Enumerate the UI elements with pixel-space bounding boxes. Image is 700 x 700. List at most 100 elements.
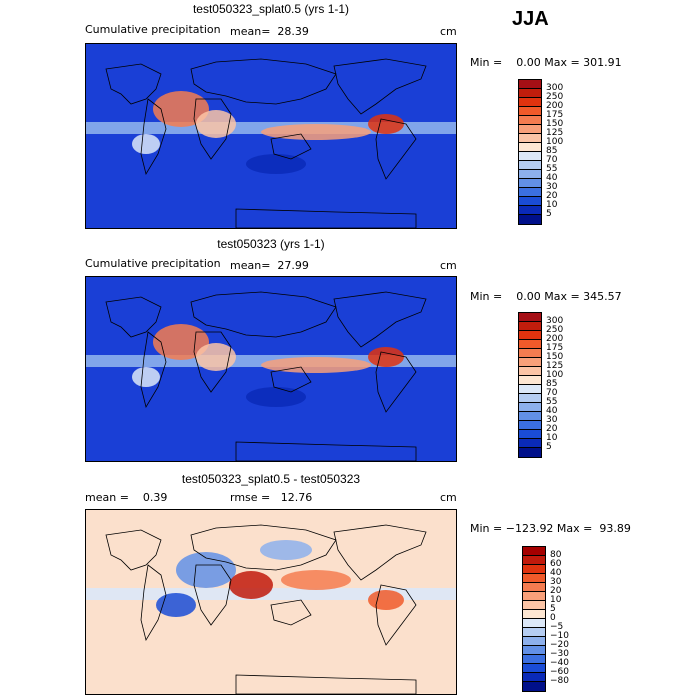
colorbar-tick-label: 175 — [546, 343, 564, 353]
colorbar-tick-label: 30 — [546, 415, 558, 425]
panel-1-colorbar — [518, 79, 542, 225]
colorbar-tick-label: 20 — [546, 191, 558, 201]
colorbar-tick-label: 40 — [546, 406, 558, 416]
colorbar-tick-label: 125 — [546, 128, 564, 138]
colorbar-tick-label: 85 — [546, 379, 558, 389]
colorbar-swatch — [523, 565, 545, 574]
colorbar-tick-label: 70 — [546, 388, 558, 398]
panel-3-title: test050323_splat0.5 - test050323 — [181, 472, 361, 486]
colorbar-swatch — [519, 170, 541, 179]
colorbar-tick-label: 150 — [546, 352, 564, 362]
colorbar-tick-label: 10 — [546, 433, 558, 443]
map-field-patch — [368, 590, 404, 610]
map-field-patch — [156, 593, 196, 617]
panel-2-colorbar — [518, 312, 542, 458]
coastline — [140, 564, 167, 642]
panel-2-map — [85, 276, 457, 462]
map-field-patch — [132, 367, 160, 387]
map-field-patch — [196, 110, 236, 138]
map-field-patch — [176, 552, 236, 588]
colorbar-tick-label: 40 — [550, 568, 562, 578]
panel-1-map — [85, 43, 457, 229]
colorbar-swatch — [519, 385, 541, 394]
colorbar-swatch — [519, 161, 541, 170]
coastline — [333, 524, 427, 581]
colorbar-tick-label: −10 — [550, 631, 569, 641]
colorbar-swatch — [519, 134, 541, 143]
panel-3-minmax: Min = −123.92 Max = 93.89 — [470, 522, 631, 535]
panel-3-mean-label: mean = 0.39 — [85, 491, 168, 504]
colorbar-swatch — [519, 206, 541, 215]
colorbar-swatch — [523, 655, 545, 664]
colorbar-tick-label: −60 — [550, 667, 569, 677]
map-field-patch — [196, 343, 236, 371]
colorbar-swatch — [519, 98, 541, 107]
panel-3-map — [85, 509, 457, 695]
map-field-patch — [229, 571, 273, 599]
coastline — [105, 529, 162, 571]
panel-3-unit: cm — [440, 491, 457, 504]
colorbar-tick-label: 300 — [546, 83, 564, 93]
colorbar-swatch — [519, 394, 541, 403]
colorbar-swatch — [519, 143, 541, 152]
coastline — [270, 366, 312, 393]
colorbar-tick-label: −20 — [550, 640, 569, 650]
coastline — [193, 98, 232, 160]
colorbar-swatch — [519, 439, 541, 448]
colorbar-tick-label: 100 — [546, 370, 564, 380]
map-field-patch — [260, 540, 312, 560]
colorbar-swatch — [523, 547, 545, 556]
coastline — [333, 291, 427, 348]
coastline — [105, 63, 162, 105]
colorbar-tick-label: 30 — [550, 577, 562, 587]
colorbar-tick-label: 55 — [546, 164, 558, 174]
coastline — [190, 291, 337, 338]
colorbar-swatch — [523, 556, 545, 565]
colorbar-swatch — [519, 80, 541, 89]
colorbar-tick-label: 5 — [550, 604, 556, 614]
panel-3-colorbar — [522, 546, 546, 692]
colorbar-swatch — [519, 430, 541, 439]
colorbar-tick-label: 40 — [546, 173, 558, 183]
colorbar-tick-label: 30 — [546, 182, 558, 192]
map-field-patch — [246, 154, 306, 174]
colorbar-swatch — [523, 637, 545, 646]
colorbar-tick-label: 250 — [546, 325, 564, 335]
panel-2-minmax: Min = 0.00 Max = 345.57 — [470, 290, 622, 303]
panel-2-mean-label: mean= 27.99 — [230, 259, 309, 272]
colorbar-tick-label: 20 — [550, 586, 562, 596]
coastline — [193, 331, 232, 393]
panel-1-unit: cm — [440, 25, 457, 38]
colorbar-swatch — [519, 152, 541, 161]
colorbar-tick-label: 80 — [550, 550, 562, 560]
colorbar-tick-label: 0 — [550, 613, 556, 623]
colorbar-swatch — [519, 313, 541, 322]
colorbar-swatch — [519, 403, 541, 412]
colorbar-swatch — [519, 349, 541, 358]
map-field-patch — [281, 570, 351, 590]
coastline — [105, 296, 162, 338]
coastline — [333, 58, 427, 115]
colorbar-swatch — [523, 601, 545, 610]
coastline — [375, 118, 417, 180]
colorbar-swatch — [523, 664, 545, 673]
coastline — [190, 524, 337, 571]
colorbar-tick-label: −80 — [550, 676, 569, 686]
colorbar-swatch — [523, 583, 545, 592]
panel-2-unit: cm — [440, 259, 457, 272]
colorbar-tick-label: 300 — [546, 316, 564, 326]
colorbar-swatch — [519, 179, 541, 188]
colorbar-swatch — [519, 376, 541, 385]
colorbar-swatch — [519, 331, 541, 340]
map-field-patch — [368, 114, 404, 134]
colorbar-tick-label: −30 — [550, 649, 569, 659]
panel-3-rmse-label: rmse = 12.76 — [230, 491, 313, 504]
colorbar-swatch — [523, 646, 545, 655]
colorbar-swatch — [523, 628, 545, 637]
map-field-patch — [246, 387, 306, 407]
colorbar-swatch — [519, 89, 541, 98]
coastline — [375, 351, 417, 413]
colorbar-swatch — [519, 116, 541, 125]
colorbar-swatch — [519, 358, 541, 367]
colorbar-tick-label: −40 — [550, 658, 569, 668]
